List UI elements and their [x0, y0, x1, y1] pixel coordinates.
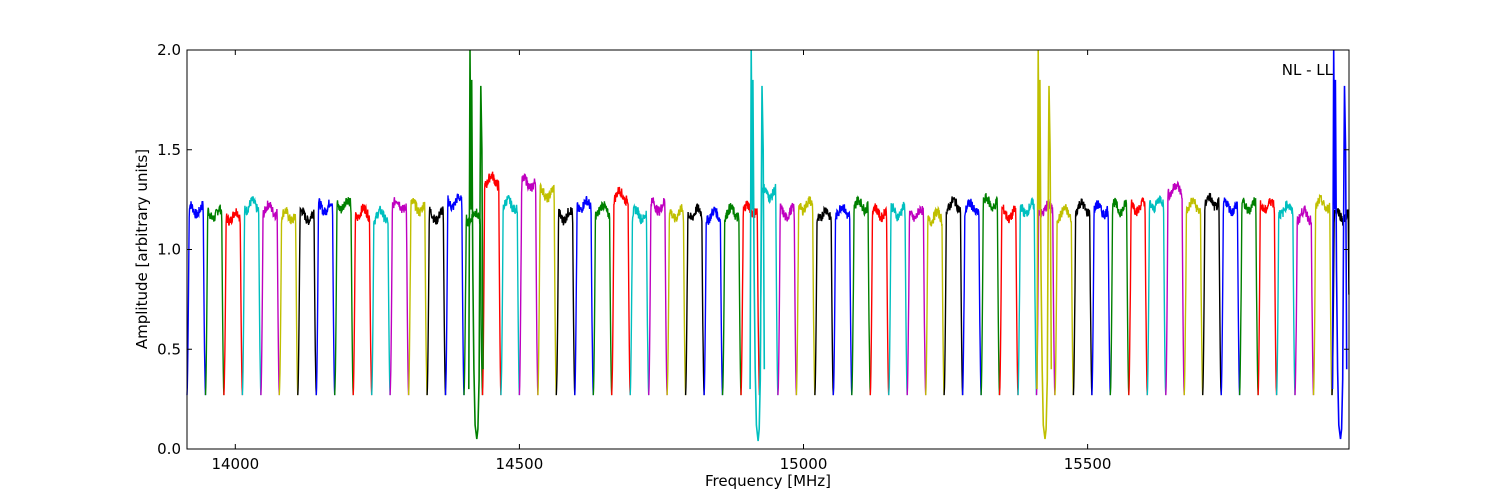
subband-line: [832, 204, 853, 396]
subband-line: [980, 193, 1001, 396]
subband-line: [998, 204, 1019, 396]
subband-line: [1054, 204, 1075, 396]
rfi-notch-line: [467, 49, 484, 440]
x-tick-label: 14500: [496, 455, 544, 473]
y-tick-label: 0.0: [157, 440, 181, 458]
subband-line: [1072, 198, 1093, 396]
subband-line: [611, 186, 631, 396]
subband-line: [1091, 200, 1111, 396]
subband-line: [1146, 195, 1167, 396]
series-layer: [186, 49, 1350, 442]
subband-line: [1275, 200, 1296, 396]
subband-line: [278, 206, 299, 396]
x-axis-label: Frequency [MHz]: [705, 472, 831, 490]
subband-line: [629, 203, 650, 396]
subband-line: [555, 207, 576, 396]
subband-line: [223, 208, 244, 396]
subband-line: [684, 203, 705, 396]
subband-line: [1220, 197, 1241, 396]
subband-line: [241, 196, 262, 396]
subband-line: [260, 200, 280, 396]
subband-line: [592, 200, 613, 396]
subband-line: [1294, 205, 1315, 396]
subband-line: [721, 203, 742, 396]
subband-line: [444, 193, 465, 396]
y-tick-label: 2.0: [157, 41, 181, 59]
y-tick-label: 1.5: [157, 141, 181, 159]
subband-line: [888, 201, 908, 396]
subband-line: [537, 182, 557, 396]
x-tick-label: 15500: [1064, 455, 1112, 473]
subband-line: [961, 198, 982, 396]
subband-line: [925, 205, 945, 396]
subband-line: [906, 204, 927, 396]
subband-line: [186, 200, 207, 396]
subband-line: [1202, 192, 1222, 396]
rfi-notch-line: [1036, 49, 1053, 440]
subband-line: [1165, 180, 1185, 396]
subband-line: [943, 196, 964, 396]
subband-line: [371, 205, 391, 396]
subband-line: [1109, 197, 1130, 396]
rfi-notch-line: [749, 49, 766, 442]
chart-annotation: NL - LL: [1282, 61, 1334, 79]
subband-line: [1128, 197, 1148, 396]
subband-line: [777, 202, 798, 396]
subband-line: [1017, 196, 1038, 396]
subband-line: [481, 171, 502, 396]
plot-background: [187, 50, 1349, 449]
subband-line: [851, 195, 871, 396]
subband-line: [1183, 197, 1204, 396]
subband-line: [297, 206, 317, 396]
subband-line: [315, 198, 336, 396]
subband-line: [648, 197, 668, 396]
y-tick-label: 1.0: [157, 241, 181, 259]
subband-line: [352, 203, 373, 396]
subband-line: [1312, 193, 1333, 396]
subband-line: [500, 194, 521, 396]
subband-line: [204, 204, 225, 396]
subband-line: [666, 204, 687, 396]
subband-line: [1238, 197, 1259, 396]
subband-line: [1257, 198, 1278, 396]
y-axis-label: Amplitude [arbitrary units]: [133, 149, 151, 349]
subband-line: [407, 197, 428, 396]
subband-line: [795, 196, 816, 396]
y-tick-label: 0.5: [157, 340, 181, 358]
subband-line: [869, 203, 890, 396]
rfi-notch-line: [1331, 49, 1348, 440]
tick-layer: 14000 14500 15000 15500 0.0 0.5 1.0 1.5 2.0: [157, 41, 1349, 473]
x-tick-label: 14000: [211, 455, 259, 473]
subband-line: [574, 195, 594, 396]
subband-line: [814, 205, 834, 396]
subband-line: [389, 197, 410, 396]
subband-line: [703, 206, 724, 396]
x-tick-label: 15000: [780, 455, 828, 473]
subband-line: [518, 173, 539, 396]
subband-line: [426, 206, 447, 396]
subband-line: [1035, 199, 1056, 396]
subband-line: [334, 197, 354, 396]
